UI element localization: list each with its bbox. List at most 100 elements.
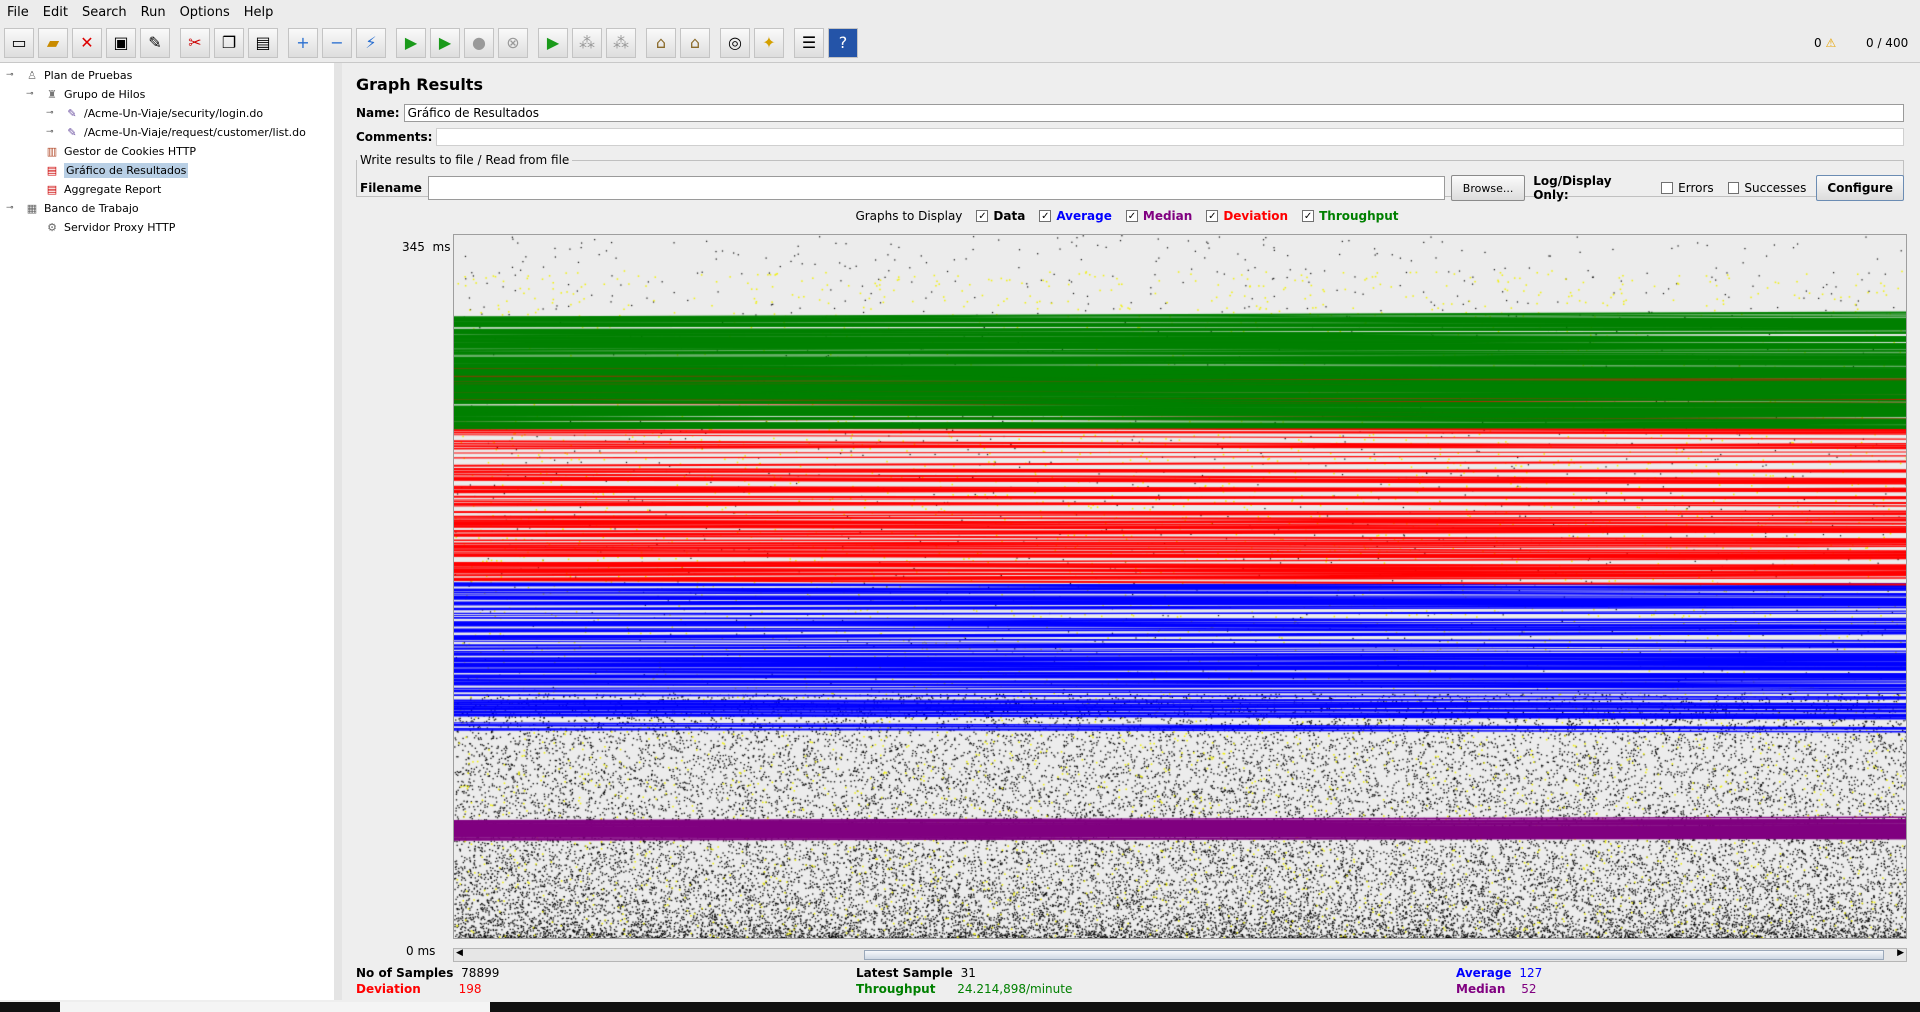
new-icon[interactable]: ▭ bbox=[4, 28, 34, 58]
clear-all-icon[interactable]: ⌂ bbox=[680, 28, 710, 58]
taskbar bbox=[0, 1002, 1920, 1012]
median-value: 52 bbox=[1521, 982, 1537, 996]
successes-checkbox[interactable] bbox=[1727, 182, 1740, 194]
comments-row: Comments: bbox=[356, 127, 1904, 147]
samples-value: 78899 bbox=[461, 966, 500, 980]
scroll-left-icon[interactable]: ◀ bbox=[456, 948, 463, 958]
function-helper-icon[interactable]: ☰ bbox=[794, 28, 824, 58]
name-label: Name: bbox=[356, 106, 400, 120]
start-no-pauses-icon[interactable]: ▶ bbox=[430, 28, 460, 58]
clear-icon[interactable]: ⌂ bbox=[646, 28, 676, 58]
average-toggle[interactable]: ✓ Average bbox=[1039, 209, 1112, 223]
tree-item-thread-group[interactable]: ♜ Grupo de Hilos bbox=[44, 85, 145, 103]
test-plan-icon: ♙ bbox=[27, 68, 37, 82]
median-label: Median bbox=[1142, 209, 1193, 223]
data-toggle[interactable]: ✓ Data bbox=[976, 209, 1025, 223]
average-label: Average bbox=[1056, 209, 1112, 223]
throughput-value: 24.214,898/minute bbox=[957, 982, 1073, 996]
tree-toggle-icon[interactable]: ⊸ bbox=[6, 203, 14, 213]
open-icon[interactable]: ▰ bbox=[38, 28, 68, 58]
stat-deviation: Deviation 198 bbox=[356, 982, 482, 996]
menu-search[interactable]: Search bbox=[81, 4, 127, 20]
remote-shutdown-icon[interactable]: ⁂ bbox=[606, 28, 636, 58]
throughput-checkbox[interactable]: ✓ bbox=[1302, 210, 1315, 222]
close-icon[interactable]: ✕ bbox=[72, 28, 102, 58]
tree-item-graph-results[interactable]: ▤ Gráfico de Resultados bbox=[44, 161, 189, 179]
file-legend: Write results to file / Read from file bbox=[360, 153, 570, 167]
name-row: Name: bbox=[356, 103, 1904, 123]
tree-item-login-sampler[interactable]: ✎ /Acme-Un-Viaje/security/login.do bbox=[64, 104, 263, 122]
toggle-icon[interactable]: ⚡ bbox=[356, 28, 386, 58]
tree-item-cookie-manager[interactable]: ▥ Gestor de Cookies HTTP bbox=[44, 142, 196, 160]
deviation-stat-label: Deviation bbox=[356, 982, 421, 996]
copy-icon[interactable]: ❐ bbox=[214, 28, 244, 58]
throughput-toggle[interactable]: ✓ Throughput bbox=[1302, 209, 1399, 223]
workbench-icon: ▦ bbox=[26, 201, 38, 215]
stat-median: Median 52 bbox=[1456, 982, 1537, 996]
errors-label: Errors bbox=[1678, 181, 1714, 195]
scrollbar-thumb[interactable] bbox=[864, 950, 1884, 960]
http-sampler-icon: ✎ bbox=[67, 106, 77, 120]
deviation-value: 198 bbox=[458, 982, 482, 996]
errors-checkbox[interactable] bbox=[1661, 182, 1674, 194]
tree-item-list-sampler[interactable]: ✎ /Acme-Un-Viaje/request/customer/list.d… bbox=[64, 123, 306, 141]
tree-item-test-plan[interactable]: ♙ Plan de Pruebas bbox=[24, 66, 132, 84]
help-icon[interactable]: ? bbox=[828, 28, 858, 58]
tree-item-proxy-server[interactable]: ⚙ Servidor Proxy HTTP bbox=[44, 218, 175, 236]
y-axis-min: 0 ms bbox=[406, 944, 436, 958]
results-graph-canvas bbox=[454, 235, 1906, 938]
shutdown-icon[interactable]: ⊗ bbox=[498, 28, 528, 58]
expand-icon[interactable]: + bbox=[288, 28, 318, 58]
median-toggle[interactable]: ✓ Median bbox=[1125, 209, 1193, 223]
remote-start-icon[interactable]: ▶ bbox=[538, 28, 568, 58]
paste-icon[interactable]: ▤ bbox=[248, 28, 278, 58]
tree-toggle-icon[interactable]: ⊸ bbox=[6, 70, 14, 80]
http-sampler-icon: ✎ bbox=[67, 125, 77, 139]
median-stat-label: Median bbox=[1456, 982, 1506, 996]
median-checkbox[interactable]: ✓ bbox=[1125, 210, 1138, 222]
collapse-icon[interactable]: − bbox=[322, 28, 352, 58]
graph-plot-area bbox=[453, 234, 1907, 939]
name-field[interactable] bbox=[403, 104, 1904, 122]
aggregate-report-icon: ▤ bbox=[46, 182, 58, 196]
comments-field[interactable] bbox=[436, 128, 1904, 146]
filename-label: Filename bbox=[360, 181, 422, 195]
menu-file[interactable]: File bbox=[7, 4, 29, 20]
proxy-server-icon: ⚙ bbox=[47, 220, 57, 234]
tree-toggle-icon[interactable]: ⊸ bbox=[26, 89, 34, 99]
menu-run[interactable]: Run bbox=[140, 4, 166, 20]
graph-horizontal-scrollbar[interactable]: ◀ ▶ bbox=[453, 948, 1907, 962]
menu-options[interactable]: Options bbox=[179, 4, 230, 20]
tree-item-workbench[interactable]: ▦ Banco de Trabajo bbox=[24, 199, 139, 217]
configure-button[interactable]: Configure bbox=[1816, 175, 1905, 201]
deviation-toggle[interactable]: ✓ Deviation bbox=[1206, 209, 1288, 223]
toolbar: ▭ ▰ ✕ ▣ ✎ ✂ ❐ ▤ + − ⚡ ▶ ▶ ● ⊗ ▶ ⁂ ⁂ ⌂ ⌂ … bbox=[0, 24, 1920, 63]
save-as-icon[interactable]: ✎ bbox=[140, 28, 170, 58]
cut-icon[interactable]: ✂ bbox=[180, 28, 210, 58]
tree-toggle-icon[interactable]: ⊸ bbox=[46, 108, 54, 118]
search-icon[interactable]: ◎ bbox=[720, 28, 750, 58]
average-checkbox[interactable]: ✓ bbox=[1039, 210, 1052, 222]
successes-label: Successes bbox=[1744, 181, 1807, 195]
start-icon[interactable]: ▶ bbox=[396, 28, 426, 58]
warning-count: 0 bbox=[1814, 36, 1822, 50]
browse-button[interactable]: Browse... bbox=[1450, 175, 1526, 201]
warning-icon[interactable]: ⚠ bbox=[1825, 36, 1837, 50]
save-icon[interactable]: ▣ bbox=[106, 28, 136, 58]
graphs-to-display: Graphs to Display ✓ Data ✓ Average ✓ Median… bbox=[344, 207, 1910, 225]
panel-splitter[interactable] bbox=[334, 63, 342, 1000]
page-title: Graph Results bbox=[356, 75, 483, 94]
tree-item-aggregate-report[interactable]: ▤ Aggregate Report bbox=[44, 180, 162, 198]
reset-search-icon[interactable]: ✦ bbox=[754, 28, 784, 58]
remote-stop-icon[interactable]: ⁂ bbox=[572, 28, 602, 58]
menu-help[interactable]: Help bbox=[243, 4, 274, 20]
scroll-right-icon[interactable]: ▶ bbox=[1897, 948, 1904, 958]
filename-input[interactable] bbox=[427, 176, 1445, 200]
deviation-checkbox[interactable]: ✓ bbox=[1206, 210, 1219, 222]
menu-edit[interactable]: Edit bbox=[42, 4, 68, 20]
stop-icon[interactable]: ● bbox=[464, 28, 494, 58]
tree-toggle-icon[interactable]: ⊸ bbox=[46, 127, 54, 137]
stat-samples: No of Samples 78899 bbox=[356, 966, 499, 980]
data-checkbox[interactable]: ✓ bbox=[976, 210, 989, 222]
latest-label: Latest Sample bbox=[856, 966, 953, 980]
